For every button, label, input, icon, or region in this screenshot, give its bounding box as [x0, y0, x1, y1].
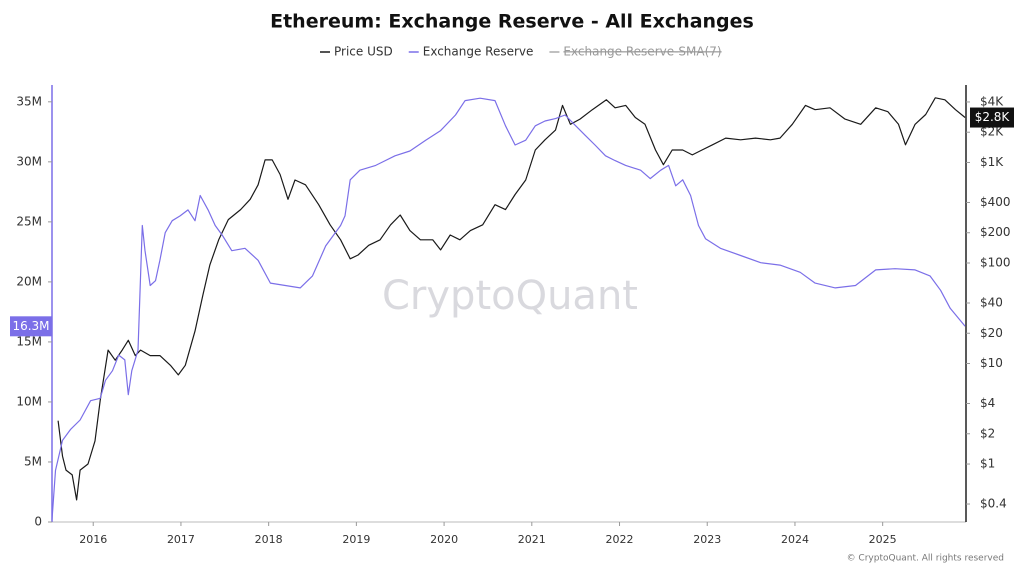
- y-tick-label: 5M: [24, 454, 42, 468]
- y-tick-label: 35M: [16, 94, 42, 108]
- chart-title: Ethereum: Exchange Reserve - All Exchang…: [270, 11, 754, 33]
- series-line: [57, 97, 966, 501]
- legend-label: Exchange Reserve: [423, 45, 534, 59]
- y-tick-label: 15M: [16, 334, 42, 348]
- x-tick-label: 2021: [518, 533, 546, 546]
- y2-tick-label: $100: [980, 255, 1011, 269]
- value-tag: [10, 316, 52, 337]
- x-tick-label: 2023: [693, 533, 721, 546]
- value-tag: [970, 107, 1014, 128]
- y2-tick-label: $4K: [980, 94, 1004, 108]
- y-tick-label: 20M: [16, 274, 42, 288]
- x-tick-label: 2019: [342, 533, 370, 546]
- y2-tick-label: $4: [980, 396, 995, 410]
- series-line: [51, 97, 966, 520]
- value-tag-label: $2.8K: [975, 110, 1011, 124]
- y2-tick-label: $20: [980, 326, 1003, 340]
- y2-tick-label: $0.4: [980, 497, 1007, 511]
- y2-tick-label: $40: [980, 295, 1003, 309]
- y2-tick-label: $1K: [980, 155, 1004, 169]
- x-tick-label: 2017: [167, 533, 195, 546]
- x-tick-label: 2025: [869, 533, 897, 546]
- x-tick-label: 2020: [430, 533, 458, 546]
- x-tick-label: 2024: [781, 533, 809, 546]
- y2-tick-label: $10: [980, 356, 1003, 370]
- x-tick-label: 2018: [255, 533, 283, 546]
- x-tick-label: 2016: [79, 533, 107, 546]
- y-tick-label: 25M: [16, 214, 42, 228]
- y2-tick-label: $2: [980, 426, 995, 440]
- y2-tick-label: $200: [980, 225, 1011, 239]
- y2-tick-label: $400: [980, 195, 1011, 209]
- legend-label: Price USD: [334, 45, 393, 59]
- y-tick-label: 10M: [16, 394, 42, 408]
- y-tick-label: 0: [34, 515, 42, 529]
- x-tick-label: 2022: [606, 533, 634, 546]
- y2-tick-label: $1: [980, 457, 995, 471]
- watermark: CryptoQuant: [382, 273, 638, 319]
- y-tick-label: 30M: [16, 154, 42, 168]
- y2-tick-label: $2K: [980, 125, 1004, 139]
- value-tag-label: 16.3M: [12, 319, 49, 333]
- footer: © CryptoQuant. All rights reserved: [847, 554, 1004, 564]
- legend-label: Exchange Reserve-SMA(7): [563, 45, 721, 59]
